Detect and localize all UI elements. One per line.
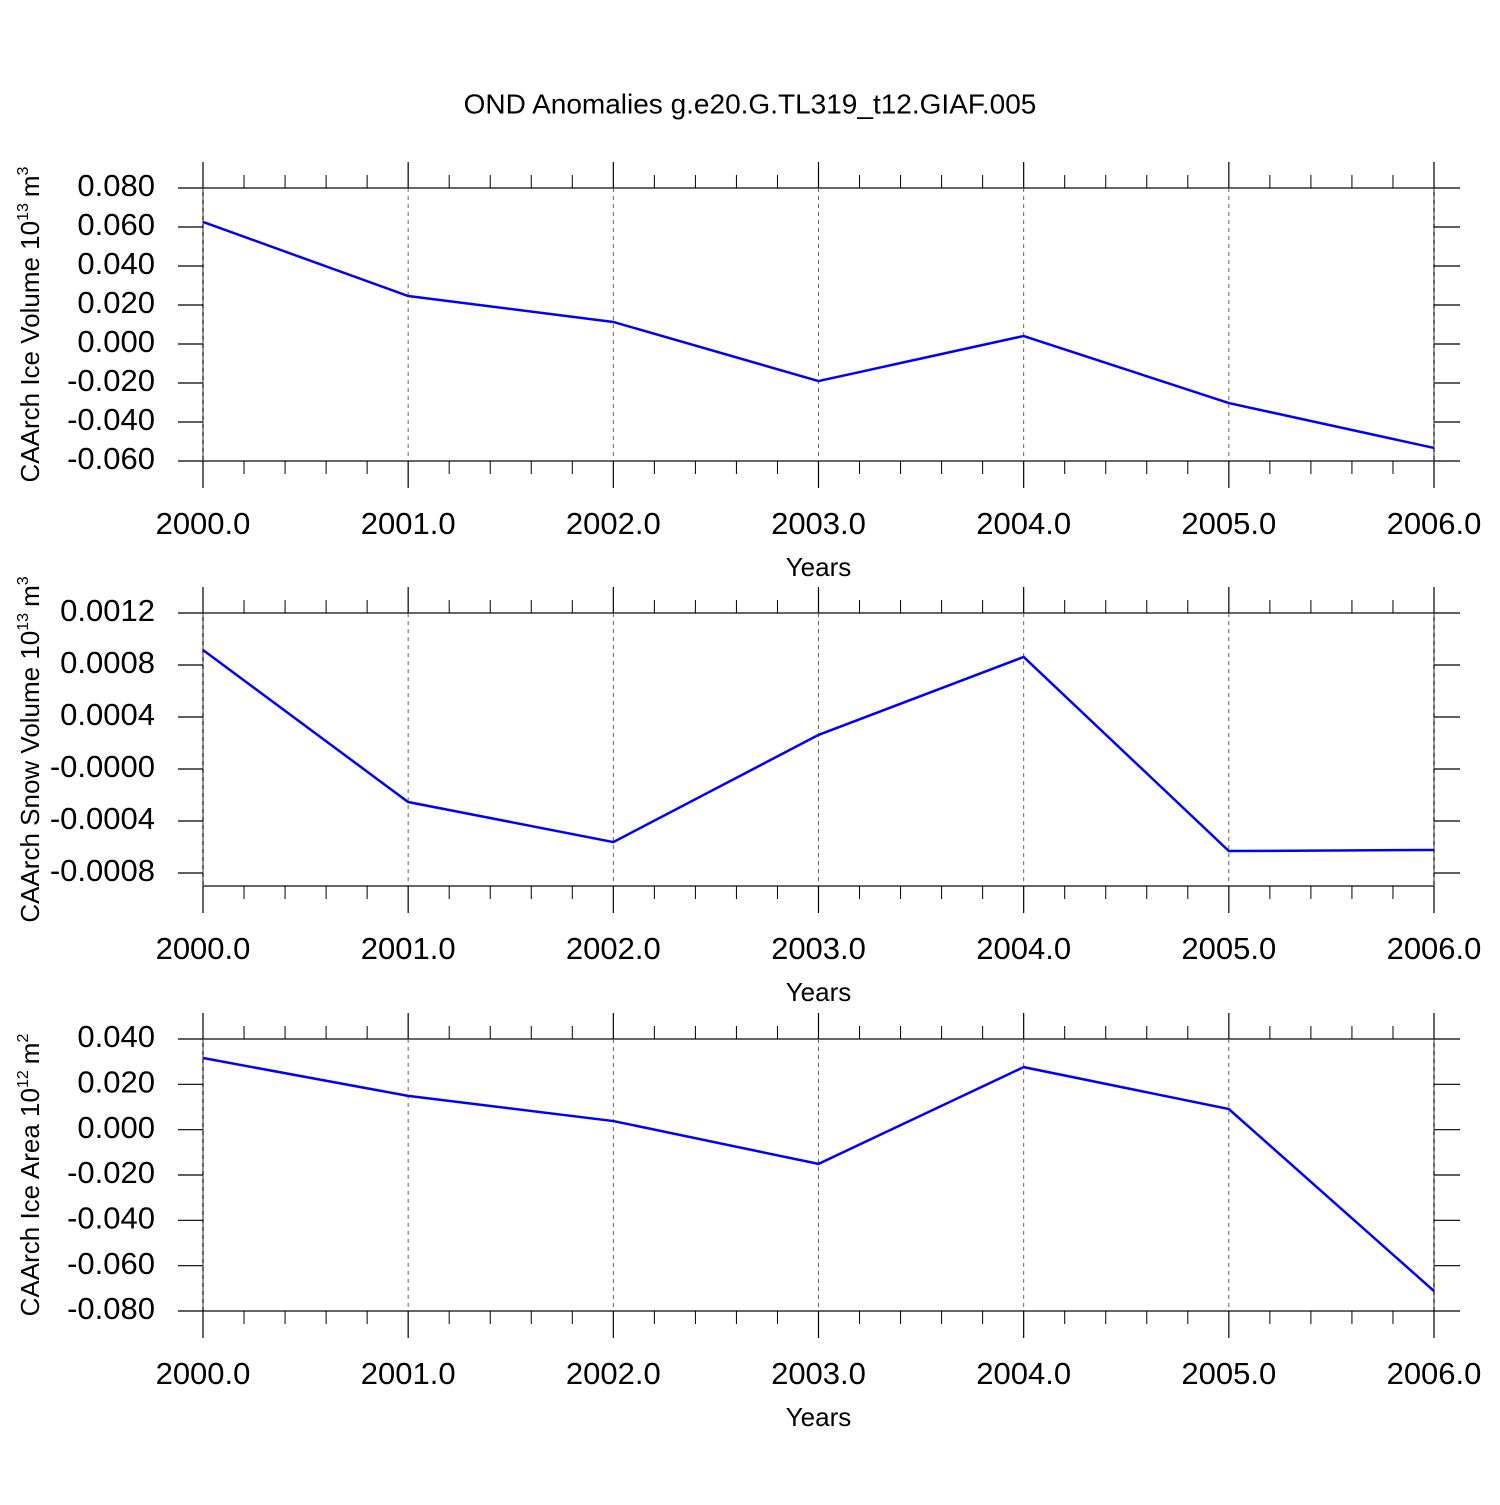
- x-tick-label: 2001.0: [361, 506, 456, 541]
- x-tick-label: 2000.0: [156, 931, 251, 966]
- panel: 2000.0 2001.0 2002.0 2003.0 2004.0 2005.0 2006…: [15, 162, 1482, 582]
- x-tick-label: 2004.0: [976, 931, 1071, 966]
- y-tick-label: 0.020: [77, 1065, 155, 1100]
- y-tick-label: 0.020: [77, 285, 155, 320]
- x-tick-label: 2003.0: [771, 1356, 866, 1391]
- y-tick-label: 0.000: [77, 1110, 155, 1145]
- y-tick-label: -0.060: [67, 1246, 155, 1281]
- x-tick-label: 2003.0: [771, 931, 866, 966]
- y-axis-label: CAArch Snow Volume 1013 m3: [15, 576, 45, 922]
- y-tick-label: -0.020: [67, 363, 155, 398]
- y-axis-label-part: CAArch Ice Area 10: [15, 1088, 45, 1316]
- y-axis-label-exponent: 12: [15, 1070, 32, 1088]
- y-axis-label-exponent: 2: [15, 1034, 32, 1043]
- y-tick-label: -0.020: [67, 1155, 155, 1190]
- y-tick-label: -0.0008: [50, 853, 155, 888]
- y-tick-label: -0.060: [67, 441, 155, 476]
- y-tick-label: -0.040: [67, 402, 155, 437]
- figure-title: OND Anomalies g.e20.G.TL319_t12.GIAF.005: [464, 88, 1037, 119]
- x-tick-label: 2000.0: [156, 1356, 251, 1391]
- y-tick-label: 0.080: [77, 168, 155, 203]
- y-axis-label-part: m: [15, 175, 45, 197]
- x-tick-label: 2005.0: [1181, 506, 1276, 541]
- y-tick-label: -0.040: [67, 1201, 155, 1236]
- x-tick-label: 2004.0: [976, 506, 1071, 541]
- data-line: [202, 220, 1435, 450]
- y-axis-label-exponent: 3: [15, 166, 32, 175]
- y-tick-label: 0.0012: [60, 593, 155, 628]
- y-tick-label: 0.060: [77, 207, 155, 242]
- y-tick-label: -0.0004: [50, 801, 155, 836]
- x-tick-label: 2001.0: [361, 1356, 456, 1391]
- y-axis-label-part: m: [15, 1043, 45, 1065]
- x-tick-label: 2005.0: [1181, 1356, 1276, 1391]
- x-axis-label: Years: [786, 977, 852, 1007]
- y-tick-label: 0.000: [77, 324, 155, 359]
- y-axis-label-part: CAArch Ice Volume 10: [15, 221, 45, 483]
- panel: 2000.0 2001.0 2002.0 2003.0 2004.0 2005.0 2006…: [15, 1013, 1482, 1432]
- data-line: [202, 1056, 1435, 1292]
- y-tick-label: -0.080: [67, 1291, 155, 1326]
- y-axis-label-part: CAArch Snow Volume 10: [15, 631, 45, 923]
- y-axis-label: CAArch Ice Area 1012 m2: [15, 1034, 45, 1317]
- x-tick-label: 2000.0: [156, 506, 251, 541]
- y-tick-label: 0.040: [77, 1019, 155, 1054]
- x-tick-label: 2005.0: [1181, 931, 1276, 966]
- y-axis-label-part: m: [15, 585, 45, 607]
- x-tick-label: 2006.0: [1387, 931, 1482, 966]
- x-tick-label: 2003.0: [771, 506, 866, 541]
- y-tick-label: 0.040: [77, 246, 155, 281]
- y-tick-label: -0.0000: [50, 749, 155, 784]
- y-axis-label-exponent: 3: [15, 576, 32, 585]
- x-tick-label: 2002.0: [566, 1356, 661, 1391]
- x-tick-label: 2006.0: [1387, 506, 1482, 541]
- x-tick-label: 2004.0: [976, 1356, 1071, 1391]
- x-tick-label: 2006.0: [1387, 1356, 1482, 1391]
- x-axis-label: Years: [786, 1402, 852, 1432]
- y-axis-label-exponent: 13: [15, 613, 32, 631]
- panel: 2000.0 2001.0 2002.0 2003.0 2004.0 2005.0 2006…: [15, 576, 1482, 1007]
- x-axis-label: Years: [786, 552, 852, 582]
- y-axis-label-exponent: 13: [15, 203, 32, 221]
- y-tick-label: 0.0004: [60, 697, 155, 732]
- x-tick-label: 2002.0: [566, 506, 661, 541]
- y-axis-label: CAArch Ice Volume 1013 m3: [15, 166, 45, 482]
- y-tick-label: 0.0008: [60, 645, 155, 680]
- x-tick-label: 2001.0: [361, 931, 456, 966]
- x-tick-label: 2002.0: [566, 931, 661, 966]
- data-line: [202, 649, 1435, 853]
